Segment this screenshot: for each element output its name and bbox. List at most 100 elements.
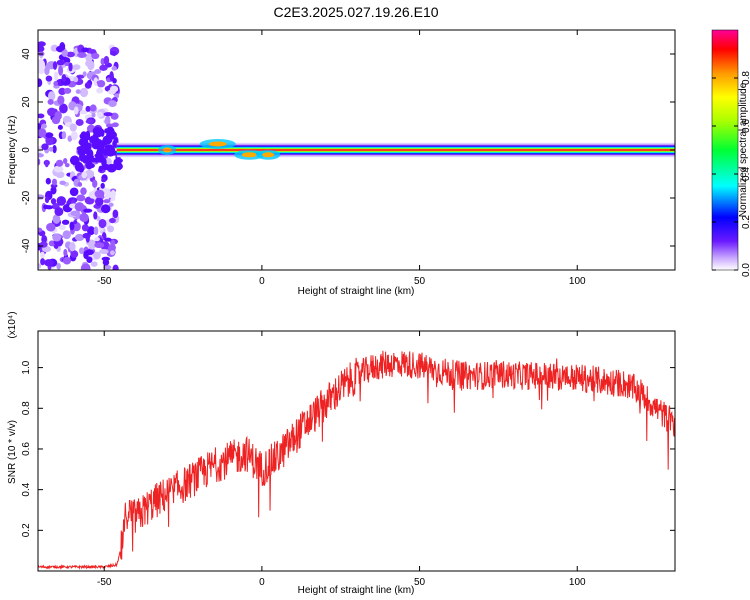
figure-title: C2E3.2025.027.19.26.E10 (273, 4, 438, 20)
spectrogram-noise-blob (96, 141, 103, 150)
snr-panel: -50 0 50 100 0.2 0.4 0.6 0.8 1.0 (x10⁴) Height … (7, 311, 676, 596)
spectrogram-noise-blob (112, 209, 119, 219)
spectrogram-y-tick-label: 40 (21, 48, 32, 60)
spectrogram-noise-blob (84, 81, 92, 89)
spectrogram-noise-blob (70, 250, 79, 258)
spectrogram-noise-blob (113, 159, 118, 168)
spectrogram-noise-blob (38, 58, 44, 64)
spectrogram-noise-blob (91, 112, 96, 118)
spectrogram-noise-blob (110, 189, 116, 198)
spectrogram-noise-blob (101, 163, 111, 171)
spectrogram-noise-blob (38, 113, 45, 119)
colorbar-tick-label: 0.4 (741, 167, 750, 181)
spectrogram-noise-blob (71, 131, 78, 141)
spectrogram-noise-blob (109, 51, 118, 56)
spectrogram-signal-core (116, 149, 675, 151)
snr-frame (37, 330, 676, 572)
spectrogram-noise-blob (109, 129, 114, 138)
snr-x-tick-label: -50 (97, 577, 112, 588)
spectrogram-x-tick-label: -50 (97, 276, 112, 287)
spectrogram-noise-blob (51, 178, 58, 186)
spectrogram-noise-blob (38, 263, 42, 269)
spectrogram-noise-blob (81, 224, 89, 232)
spectrogram-noise-blob (104, 237, 112, 242)
snr-series-line (38, 350, 675, 570)
snr-x-tick-label: 50 (414, 577, 426, 588)
spectrogram-noise-blob (108, 100, 117, 108)
spectrogram-noise-blob (58, 87, 67, 96)
spectrogram-noise-blob (76, 194, 86, 202)
spectrogram-noise-blob (110, 250, 115, 256)
spectrogram-noise-blob (63, 248, 68, 257)
spectrogram-noise-blob (88, 242, 96, 250)
spectrogram-noise-blob (93, 127, 103, 138)
spectrogram-noise-blob (45, 75, 53, 82)
colorbar-tick-label: 0.8 (741, 71, 750, 85)
spectrogram-noise-blob (63, 157, 68, 164)
spectrogram-noise-blob (69, 187, 79, 197)
spectrogram-noise-blob (77, 52, 87, 58)
spectrogram-noise-blob (94, 242, 105, 249)
spectrogram-noise-blob (38, 227, 43, 233)
spectrogram-noise-blob (98, 249, 109, 255)
snr-y-tick-label: 0.4 (21, 482, 32, 496)
spectrogram-noise-blob (90, 261, 98, 267)
spectrogram-noise-blob (64, 162, 70, 168)
snr-y-tick-label: 0.8 (21, 401, 32, 415)
spectrogram-noise-blob (81, 90, 88, 96)
spectrogram-noise-blob (94, 69, 102, 75)
spectrogram-noise-blob (38, 41, 46, 47)
spectrogram-noise-blob (85, 264, 91, 270)
spectrogram-noise-blob (59, 42, 66, 51)
spectrogram-noise-blob (50, 198, 57, 205)
spectrogram-noise-blob (96, 87, 104, 94)
spectrogram-noise-blob (99, 64, 108, 71)
spectrogram-noise-blob (73, 76, 79, 83)
spectrogram-noise-blob (59, 180, 66, 186)
spectrogram-noise-blob (75, 119, 84, 126)
spectrogram-noise-blob (103, 112, 113, 117)
spectrogram-noise-blob (48, 240, 56, 247)
spectrogram-noise-blob (38, 78, 43, 88)
spectrogram-noise-blob (85, 53, 94, 62)
spectrogram-noise-blob (100, 182, 105, 189)
spectrogram-noise-blob (85, 105, 91, 112)
snr-y-tick-label: 1.0 (21, 360, 32, 374)
spectrogram-noise-blob (61, 74, 67, 82)
spectrogram-noise-blob (63, 87, 72, 94)
spectrogram-noise-blob (93, 251, 101, 260)
snr-x-axis-label: Height of straight line (km) (298, 585, 415, 596)
spectrogram-noise-blob (96, 111, 104, 118)
spectrogram-noise-blob (41, 143, 49, 151)
spectrogram-noise-blob (61, 131, 67, 140)
spectrogram-noise-blob (57, 124, 63, 130)
spectrogram-noise-blob (64, 62, 70, 67)
spectrogram-noise-blob (86, 226, 96, 236)
spectrogram-noise-blob (54, 207, 64, 217)
spectrogram-noise-blob (73, 106, 79, 115)
spectrogram-noise-blob (69, 242, 76, 252)
spectrogram-noise-blob (58, 224, 66, 231)
spectrogram-noise-blob (41, 235, 48, 244)
spectrogram-noise-blob (58, 65, 64, 76)
spectrogram-noise-blob (62, 230, 71, 240)
spectrogram-noise-blob (44, 196, 50, 204)
spectrogram-noise-blob (104, 128, 109, 134)
spectrogram-noise-blob (93, 211, 98, 220)
spectrogram-noise-blob (38, 194, 45, 200)
spectrogram-x-tick-label: 100 (569, 276, 586, 287)
spectrogram-y-axis-label: Frequency (Hz) (7, 116, 18, 185)
spectrogram-signal-blob (241, 152, 257, 158)
spectrogram-noise-blob (56, 59, 65, 66)
colorbar-tick-label: 0.2 (741, 215, 750, 229)
spectrogram-noise-blob (85, 119, 94, 124)
spectrogram-noise-blob (86, 148, 94, 159)
spectrogram-noise-blob (86, 256, 93, 264)
spectrogram-noise-blob (83, 208, 93, 213)
colorbar: 0.0 0.2 0.4 0.6 0.8 Normalized spectral ampl… (711, 29, 750, 277)
spectrogram-noise-blob (38, 128, 47, 138)
spectrogram-noise-blob (50, 186, 57, 195)
spectrogram-noise-blob (44, 159, 49, 168)
spectrogram-y-tick-label: 0 (21, 147, 32, 153)
spectrogram-noise-blob (44, 259, 54, 267)
